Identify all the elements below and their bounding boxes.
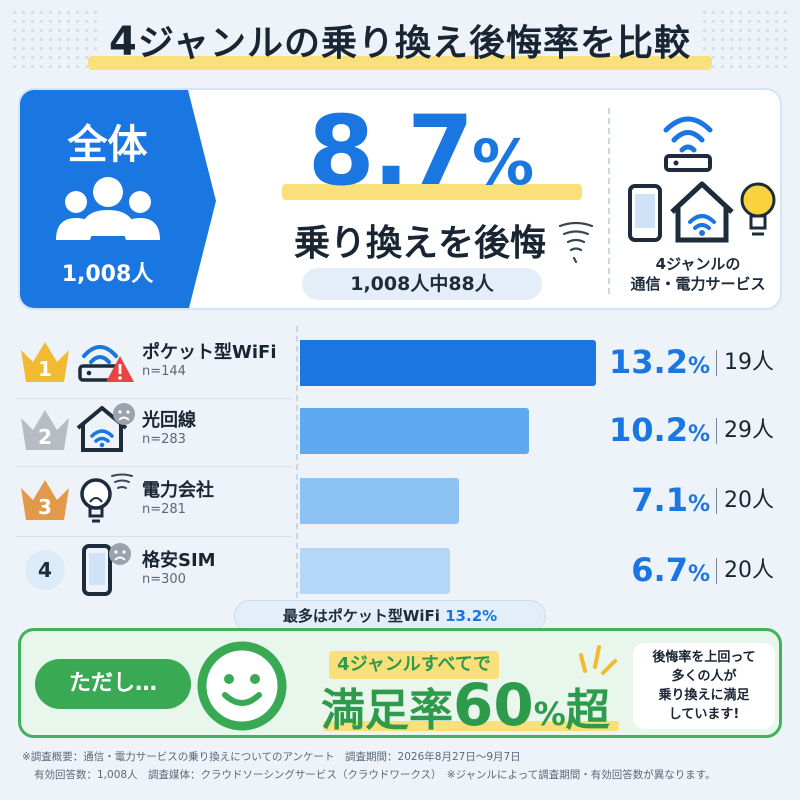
satisfaction-rate-value: 60 <box>453 671 534 739</box>
ranking-row: 1 ポケット型WiFi n=144 13.2% 19人 <box>0 334 800 396</box>
bar <box>300 408 529 454</box>
fiber-home-icon <box>74 402 136 458</box>
footnote-line2: 有効回答数：1,008人 調査媒体：クラウドソーシングサービス（クラウドワークス… <box>34 769 716 781</box>
services-icon-group <box>628 116 776 243</box>
decor-dots-left <box>10 8 100 68</box>
big-value-highlight <box>282 184 582 200</box>
bar <box>300 340 596 386</box>
category-label: 格安SIM <box>142 550 216 571</box>
crown-icon: 2 <box>18 406 72 458</box>
regret-count: 20人 <box>724 488 774 513</box>
page-title: 4ジャンルの乗り換え後悔率を比較 <box>0 14 800 66</box>
row-separator <box>16 466 292 467</box>
bubble-line2: 多くの人が <box>671 669 737 684</box>
value-label: 13.2% <box>609 343 710 381</box>
decor-dots-right <box>700 8 790 68</box>
sim-phone-icon <box>74 542 136 602</box>
services-label-line1: 4ジャンルの <box>655 255 741 273</box>
services-label: 4ジャンルの 通信・電力サービス <box>616 254 780 294</box>
crown-icon: 1 <box>18 338 72 390</box>
regret-count: 29人 <box>724 418 774 443</box>
title-highlight <box>88 56 712 70</box>
value-label: 7.1% <box>631 481 710 519</box>
overall-regret-rate: 8.7% <box>250 96 590 218</box>
pocket-wifi-icon <box>74 334 136 390</box>
satisfaction-rate-unit: % <box>533 695 566 733</box>
regret-count: 19人 <box>724 350 774 375</box>
ranking-row: 3 電力会社 n=281 7.1% 20人 <box>0 472 800 534</box>
satisfaction-highlight <box>323 721 619 731</box>
value-separator <box>716 350 717 376</box>
row-separator <box>16 536 292 537</box>
satisfaction-rate-label: 満足率 <box>321 685 453 736</box>
category-label: 電力会社 <box>142 480 214 501</box>
ranking-divider <box>296 326 298 608</box>
tornado-icon <box>558 221 594 264</box>
most-annotation-value: 13.2% <box>445 607 498 625</box>
satisfaction-bubble: 後悔率を上回って 多くの人が 乗り換えに満足 しています! <box>633 643 775 729</box>
bar <box>300 478 460 524</box>
sample-size: n=283 <box>142 432 186 447</box>
value-separator <box>716 558 717 584</box>
satisfaction-rate: 満足率60%超 <box>321 676 610 742</box>
rank-circle-icon: 4 <box>18 546 72 598</box>
ranking-row: 4 格安SIM n=300 6.7% 20人 <box>0 542 800 604</box>
most-annotation-prefix: 最多はポケット型WiFi <box>282 607 446 625</box>
satisfaction-rate-suffix: 超 <box>565 685 610 736</box>
category-label: ポケット型WiFi <box>142 342 277 363</box>
lightbulb-icon <box>740 182 776 236</box>
category-label: 光回線 <box>142 410 196 431</box>
whole-badge: 全体 1,008人 <box>20 90 220 308</box>
value-label: 10.2% <box>609 411 710 449</box>
sample-size: n=300 <box>142 572 186 587</box>
overall-regret-value: 8.7 <box>307 95 474 207</box>
crown-icon: 3 <box>18 476 72 528</box>
footnote-line1: ※調査概要：通信・電力サービスの乗り換えについてのアンケート 調査期間：2026… <box>22 751 521 763</box>
bubble-line1: 後悔率を上回って <box>652 650 756 665</box>
sample-size: n=144 <box>142 364 186 379</box>
svg-text:1: 1 <box>38 357 52 381</box>
whole-count: 1,008人 <box>61 262 154 287</box>
title-text: ジャンルの乗り換え後悔率を比較 <box>137 23 692 64</box>
smartphone-icon <box>628 184 662 242</box>
survey-footnote: ※調査概要：通信・電力サービスの乗り換えについてのアンケート 調査期間：2026… <box>22 748 782 784</box>
home-wifi-icon <box>670 181 734 243</box>
overall-regret-unit: % <box>471 126 534 199</box>
people-icon <box>56 177 160 240</box>
services-label-line2: 通信・電力サービス <box>630 275 766 293</box>
sparkle-icon <box>579 645 617 675</box>
value-label: 6.7% <box>631 551 710 589</box>
row-separator <box>16 398 292 399</box>
however-badge: ただし… <box>35 659 191 709</box>
bubble-line3: 乗り換えに満足 <box>658 688 750 703</box>
regret-count: 20人 <box>724 558 774 583</box>
respondent-breakdown: 1,008人中88人 <box>302 268 542 300</box>
power-lightbulb-icon <box>74 472 136 528</box>
bubble-line4: しています! <box>668 707 740 722</box>
summary-card: 全体 1,008人 8.7% 乗り換えを後悔 1,008人中88人 <box>18 88 782 310</box>
summary-divider <box>608 108 610 294</box>
most-annotation: 最多はポケット型WiFi 13.2% <box>234 600 546 632</box>
value-separator <box>716 488 717 514</box>
all-genres-label: 4ジャンルすべてで <box>329 651 499 679</box>
whole-label: 全体 <box>67 122 148 168</box>
regret-label: 乗り換えを後悔 <box>293 223 546 264</box>
svg-text:2: 2 <box>38 425 52 449</box>
svg-text:4: 4 <box>38 558 52 582</box>
satisfaction-card: ただし… 4ジャンルすべてで 満足率60%超 後悔率を上回って 多くの人が 乗り… <box>18 628 782 738</box>
smile-icon <box>197 641 287 731</box>
sample-size: n=281 <box>142 502 186 517</box>
value-separator <box>716 418 717 444</box>
svg-text:3: 3 <box>38 495 52 519</box>
ranking-row: 2 光回線 n=283 10.2% 29人 <box>0 402 800 464</box>
bar <box>300 548 451 594</box>
router-icon <box>663 116 713 172</box>
title-number: 4 <box>108 19 138 65</box>
